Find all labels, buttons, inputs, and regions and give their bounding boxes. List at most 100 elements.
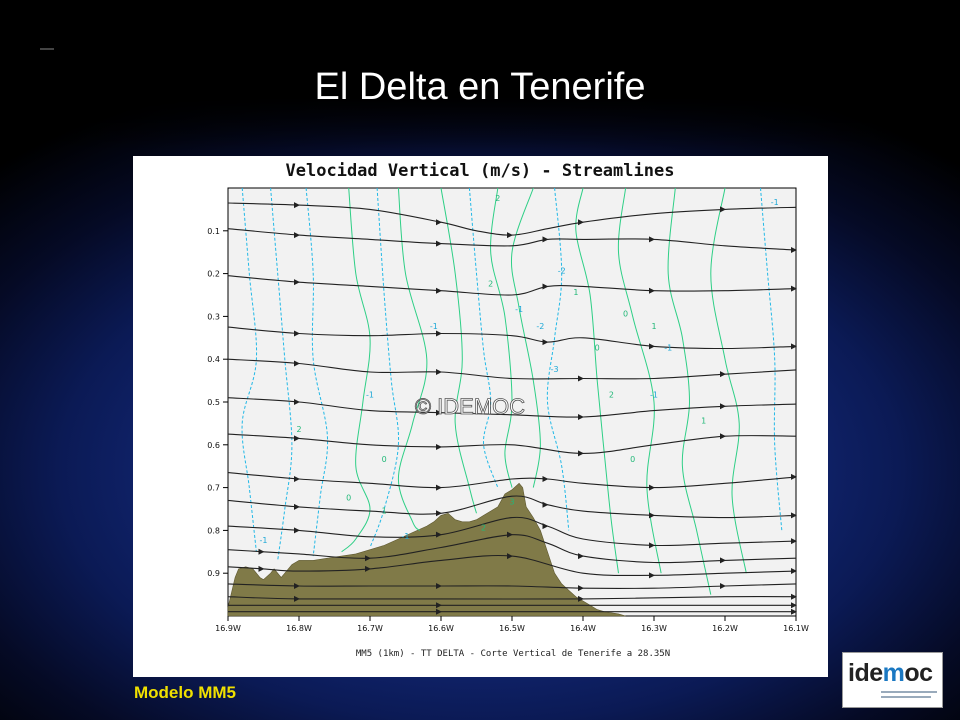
streamline: [227, 326, 797, 350]
streamline-arrow: [649, 512, 655, 519]
contour-positive: [667, 187, 712, 595]
contour-label: -1: [430, 322, 438, 331]
contour-label: -1: [771, 198, 779, 207]
streamline-arrow: [294, 330, 300, 337]
contour-label: -2: [558, 267, 566, 276]
logo-subtitle-line: [881, 691, 937, 693]
contour-label: 1: [573, 288, 578, 297]
contour-label: 2: [481, 523, 486, 532]
y-tick-label: 0.1: [207, 227, 220, 236]
x-tick-label: 16.8W: [286, 624, 312, 633]
contour-label: -3: [551, 365, 559, 374]
streamline-arrow: [791, 568, 797, 575]
contour-positive: [575, 187, 619, 574]
contour-label: 1: [701, 416, 706, 425]
vertical-velocity-chart: Velocidad Vertical (m/s) - Streamlines 2…: [207, 161, 809, 659]
streamline: [227, 358, 797, 380]
streamline: [227, 583, 797, 589]
streamline-arrow: [436, 510, 442, 517]
contour-label: -1: [402, 532, 410, 541]
streamline-arrow: [791, 538, 797, 545]
contour-label: 2: [296, 425, 301, 434]
contour-negative: [241, 187, 258, 552]
y-tick-label: 0.2: [207, 270, 220, 279]
streamline-arrow: [578, 553, 584, 560]
streamline-arrow: [294, 279, 300, 286]
streamline-arrow: [720, 206, 726, 213]
streamline-arrow: [258, 548, 265, 555]
streamline-arrow: [507, 553, 513, 560]
streamline-arrow: [542, 283, 549, 290]
streamline: [227, 495, 797, 519]
x-tick-label: 16.3W: [641, 624, 667, 633]
streamline-arrow: [649, 236, 655, 243]
streamline-arrow: [649, 343, 655, 350]
contour-label: 1: [651, 322, 656, 331]
contour-label: 3: [509, 498, 514, 507]
y-tick-label: 0.5: [207, 398, 220, 407]
contour-positive: [617, 187, 662, 574]
contour-positive: [490, 187, 513, 488]
streamline-arrow: [649, 542, 655, 549]
contour-label: 0: [595, 344, 600, 353]
contour-label: -1: [664, 344, 672, 353]
contour-label: -1: [260, 536, 268, 545]
streamline-arrow: [791, 247, 797, 254]
streamline-arrow: [578, 595, 584, 602]
streamline-arrow: [365, 555, 371, 562]
streamline-arrow: [578, 375, 584, 382]
y-tick-label: 0.9: [207, 569, 220, 578]
x-tick-label: 16.7W: [357, 624, 383, 633]
contour-label: 2: [488, 279, 493, 288]
contour-label: 0: [346, 493, 351, 502]
streamline-arrow: [542, 476, 549, 483]
contour-negative: [468, 187, 499, 488]
contour-positive: [397, 187, 428, 531]
contour-label: 0: [623, 309, 628, 318]
streamline-arrow: [791, 593, 797, 600]
streamline-arrow: [542, 501, 549, 508]
y-tick-label: 0.3: [207, 312, 220, 321]
streamline-arrow: [294, 527, 300, 534]
watermark: © IDEMOC: [415, 394, 525, 419]
streamline-arrow: [294, 583, 300, 590]
streamline-arrow: [720, 371, 726, 378]
streamline: [227, 433, 797, 454]
streamline-arrow: [720, 403, 726, 410]
idemoc-logo: idemoc: [842, 652, 943, 708]
contour-negative: [305, 187, 329, 557]
streamline-arrow: [436, 287, 442, 294]
streamline-arrow: [436, 531, 442, 538]
streamline-arrow: [294, 399, 300, 405]
streamline-arrow: [720, 557, 726, 564]
streamline-arrow: [720, 433, 726, 440]
streamline: [227, 275, 797, 296]
streamline-arrow: [791, 343, 797, 350]
contour-label: -1: [366, 391, 374, 400]
contour-label: 2: [609, 391, 614, 400]
streamline-arrow: [436, 484, 442, 491]
x-tick-label: 16.1W: [783, 624, 809, 633]
contour-positive: [510, 187, 541, 488]
streamline-arrow: [649, 572, 655, 579]
contour-label: 1: [382, 506, 387, 515]
y-tick-label: 0.7: [207, 484, 220, 493]
y-tick-label: 0.4: [207, 355, 220, 364]
contour-label: -2: [536, 322, 544, 331]
contour-negative: [270, 187, 293, 561]
corner-mark: [40, 48, 54, 50]
streamline-arrow: [294, 202, 300, 209]
contour-positive: [710, 187, 747, 574]
streamline: [227, 554, 797, 577]
logo-wordmark: idemoc: [848, 659, 933, 687]
streamline-arrow: [720, 583, 726, 590]
streamline-arrow: [507, 232, 513, 239]
streamline-arrow: [542, 339, 549, 346]
contour-label: -1: [650, 391, 658, 400]
x-tick-label: 16.6W: [428, 624, 454, 633]
streamline-arrow: [542, 236, 549, 243]
streamline-arrow: [436, 608, 442, 615]
x-tick-label: 16.9W: [215, 624, 241, 633]
contour-label: 0: [382, 455, 387, 464]
contour-negative: [760, 187, 783, 531]
